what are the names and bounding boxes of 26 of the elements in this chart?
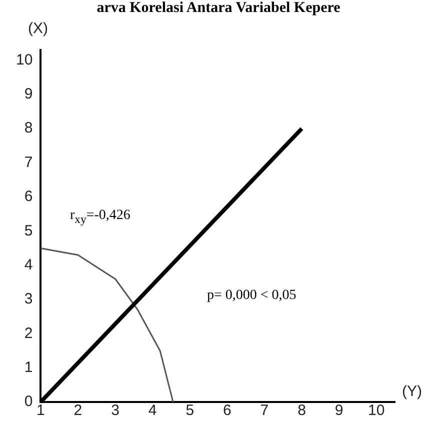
x-tick-label: 10 [368,402,385,420]
y-tick-label: 6 [24,188,33,206]
x-tick-label: 1 [36,402,45,420]
x-tick-label: 2 [74,402,82,420]
x-tick-label: 7 [260,402,269,420]
y-tick-label: 10 [16,51,33,68]
y-tick-label: 7 [24,154,33,171]
x-tick-label: 3 [111,402,120,420]
y-tick-label: 1 [24,358,33,376]
y-tick-label: 5 [24,222,33,240]
y-tick-label: 8 [24,120,33,137]
x-tick-label: 8 [298,402,306,420]
x-tick-label: 9 [334,402,344,420]
y-tick-label: 9 [24,86,33,103]
y-tick-label: 3 [24,290,33,308]
y-tick-label: 4 [24,256,33,274]
annotation: r$_{xy}$=-0,426 [70,208,130,226]
y-tick-label: 0 [24,393,33,410]
x-tick-label: 5 [186,402,194,420]
x-tick-label: 6 [222,402,232,420]
chart-title: arva Korelasi Antara Variabel Kepere [96,0,342,17]
y-tick-label: 2 [24,324,33,342]
x-axis-title: (Y) [402,383,422,400]
annotation: p= 0,000 < 0,05 [207,288,296,304]
x-tick-label: 4 [148,402,157,420]
y-axis-title: (X) [28,20,48,37]
